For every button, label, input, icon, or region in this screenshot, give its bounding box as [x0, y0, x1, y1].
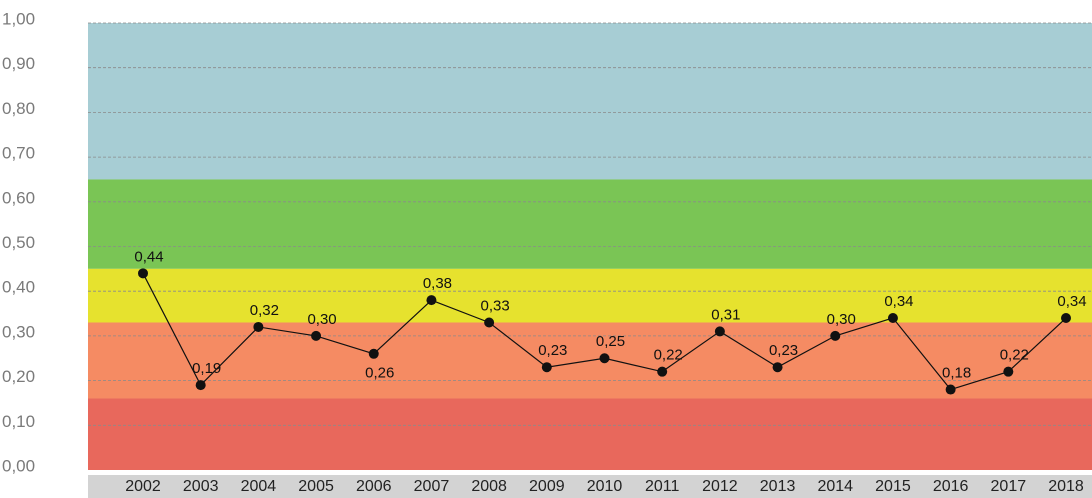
- band: [88, 179, 1092, 269]
- x-tick-label: 2017: [991, 478, 1027, 495]
- y-tick-label: 0,90: [2, 54, 35, 73]
- band: [88, 23, 1092, 180]
- x-tick-label: 2006: [356, 478, 392, 495]
- marker: [541, 362, 552, 373]
- data-label: 0,25: [596, 333, 625, 350]
- data-label: 0,32: [250, 302, 279, 319]
- x-tick-label: 2012: [702, 478, 738, 495]
- data-label: 0,18: [942, 365, 971, 382]
- y-tick-label: 0,30: [2, 322, 35, 341]
- x-axis-strip: [88, 475, 1092, 498]
- data-label: 0,33: [481, 297, 510, 314]
- data-label: 0,30: [827, 311, 856, 328]
- data-label: 0,26: [365, 365, 394, 382]
- x-tick-label: 2018: [1048, 478, 1084, 495]
- data-label: 0,34: [884, 293, 913, 310]
- marker: [195, 380, 206, 391]
- y-tick-label: 0,10: [2, 412, 35, 431]
- data-label: 0,38: [423, 275, 452, 292]
- data-label: 0,34: [1057, 293, 1086, 310]
- marker: [253, 321, 264, 332]
- marker: [138, 268, 148, 279]
- x-tick-label: 2002: [125, 478, 161, 495]
- y-tick-label: 1,00: [2, 9, 35, 28]
- x-tick-label: 2008: [471, 478, 507, 495]
- data-label: 0,22: [654, 347, 683, 364]
- y-tick-label: 0,20: [2, 367, 35, 386]
- data-label: 0,19: [192, 360, 221, 377]
- y-tick-label: 0,60: [2, 188, 35, 207]
- marker: [830, 330, 841, 341]
- x-tick-label: 2005: [298, 478, 334, 495]
- band: [88, 268, 1092, 323]
- x-tick-label: 2004: [241, 478, 277, 495]
- marker: [772, 362, 783, 373]
- y-tick-label: 0,50: [2, 233, 35, 252]
- x-tick-label: 2016: [933, 478, 969, 495]
- data-label: 0,44: [134, 248, 163, 265]
- x-tick-label: 2010: [587, 478, 623, 495]
- band: [88, 398, 1092, 470]
- marker: [311, 330, 322, 341]
- x-tick-label: 2003: [183, 478, 219, 495]
- x-tick-label: 2011: [645, 478, 680, 495]
- marker: [714, 326, 725, 337]
- data-label: 0,22: [1000, 347, 1029, 364]
- x-tick-label: 2015: [875, 478, 911, 495]
- x-tick-label: 2009: [529, 478, 565, 495]
- y-tick-label: 0,00: [2, 456, 35, 475]
- data-label: 0,30: [307, 311, 336, 328]
- marker: [657, 366, 668, 377]
- y-tick-label: 0,70: [2, 144, 35, 163]
- x-tick-label: 2013: [760, 478, 796, 495]
- marker: [1003, 366, 1014, 377]
- y-tick-label: 0,80: [2, 99, 35, 118]
- marker: [368, 348, 379, 359]
- marker: [484, 317, 495, 328]
- marker: [945, 384, 956, 395]
- marker: [599, 353, 610, 364]
- x-tick-label: 2014: [817, 478, 853, 495]
- marker: [426, 295, 437, 306]
- data-label: 0,23: [769, 342, 798, 359]
- data-label: 0,23: [538, 342, 567, 359]
- marker: [887, 313, 898, 324]
- x-tick-label: 2007: [414, 478, 450, 495]
- marker: [1061, 313, 1071, 324]
- data-label: 0,31: [711, 306, 740, 323]
- y-tick-label: 0,40: [2, 278, 35, 297]
